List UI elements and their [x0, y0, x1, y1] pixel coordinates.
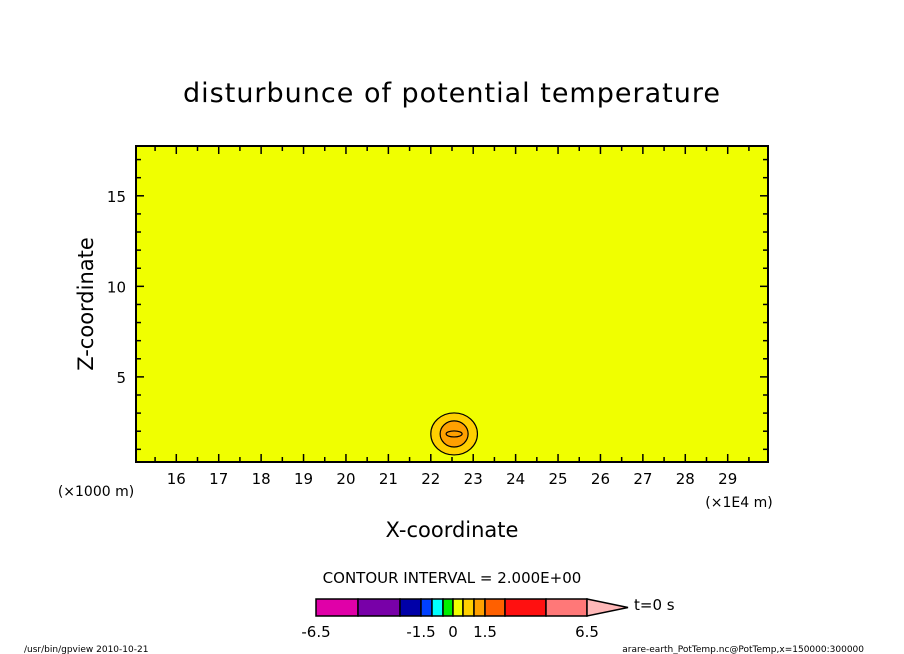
y-tick-label: 10	[107, 278, 126, 296]
colorbar-tick-label: -1.5	[406, 623, 435, 641]
colorbar-tick-label: -6.5	[301, 623, 330, 641]
footer-left: /usr/bin/gpview 2010-10-21	[24, 645, 148, 654]
x-tick-label: 27	[633, 470, 652, 488]
x-tick-label: 21	[379, 470, 398, 488]
colorbar-segment	[452, 598, 464, 617]
time-label: t=0 s	[634, 596, 675, 614]
colorbar-tick-label: 0	[448, 623, 458, 641]
colorbar-segment	[504, 598, 547, 617]
plot-background	[136, 146, 768, 462]
colorbar-segment	[315, 598, 359, 617]
colorbar-segment	[473, 598, 486, 617]
x-tick-label: 19	[294, 470, 313, 488]
contour-interval-label: CONTOUR INTERVAL = 2.000E+00	[323, 569, 582, 587]
x-tick-label: 29	[718, 470, 737, 488]
colorbar-segment	[420, 598, 433, 617]
colorbar-segment	[545, 598, 588, 617]
colorbar-segment	[399, 598, 422, 617]
colorbar-tick-label: 1.5	[473, 623, 497, 641]
y-axis-label: Z-coordinate	[74, 237, 98, 371]
x-tick-label: 20	[336, 470, 355, 488]
colorbar-tick-label: 6.5	[575, 623, 599, 641]
contour-1.5	[445, 430, 463, 438]
colorbar-over-triangle	[586, 598, 629, 617]
x-tick-label: 16	[167, 470, 186, 488]
x-tick-label: 17	[209, 470, 228, 488]
x-tick-label: 26	[591, 470, 610, 488]
x-tick-label: 28	[676, 470, 695, 488]
x-unit-label: (×1E4 m)	[705, 495, 772, 511]
chart-title: disturbunce of potential temperature	[183, 78, 721, 109]
colorbar-segment	[462, 598, 475, 617]
colorbar-segment	[431, 598, 444, 617]
colorbar-segment	[484, 598, 506, 617]
x-tick-label: 22	[421, 470, 440, 488]
y-tick-label: 5	[116, 369, 126, 387]
y-tick-label: 15	[107, 188, 126, 206]
x-tick-label: 23	[464, 470, 483, 488]
y-unit-label: (×1000 m)	[58, 484, 134, 500]
footer-right: arare-earth_PotTemp.nc@PotTemp,x=150000:…	[622, 645, 864, 654]
x-axis-label: X-coordinate	[386, 518, 519, 542]
colorbar-segment	[442, 598, 454, 617]
x-tick-label: 18	[252, 470, 271, 488]
colorbar-segment	[357, 598, 401, 617]
x-tick-label: 25	[548, 470, 567, 488]
plot-frame	[135, 145, 769, 463]
x-tick-label: 24	[506, 470, 525, 488]
